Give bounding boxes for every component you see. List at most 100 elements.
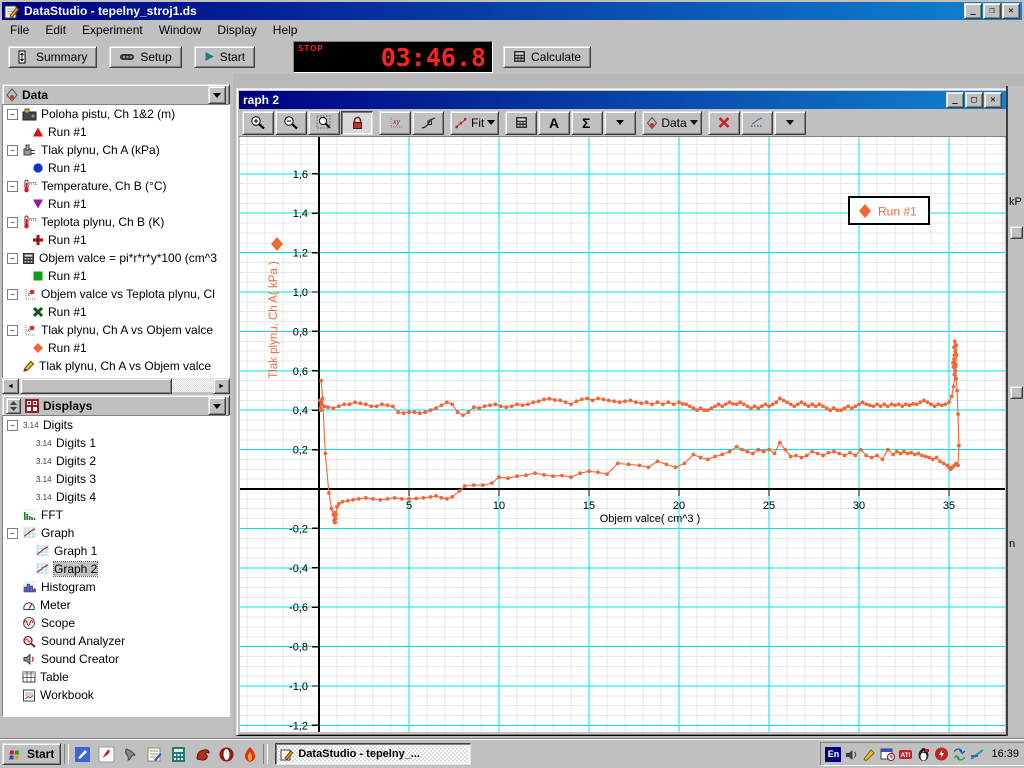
graph-settings-tool-button[interactable] <box>740 110 773 135</box>
graph2-titlebar[interactable]: raph 2 _ □ ✕ <box>239 91 1006 109</box>
background-window-button2[interactable] <box>1010 386 1023 399</box>
task-button-datastudio[interactable]: DataStudio - tepelny_... <box>275 743 472 765</box>
quicklaunch-acrobat-icon[interactable] <box>96 744 116 764</box>
display-item-fft[interactable]: FFT <box>3 506 229 524</box>
delete-tool-button[interactable] <box>707 110 740 135</box>
tray-ati-icon[interactable]: ATI <box>897 747 913 762</box>
expand-toggle[interactable]: − <box>7 216 18 228</box>
display-item-table[interactable]: Table <box>3 668 229 686</box>
quicklaunch-dragon-icon[interactable] <box>192 744 212 764</box>
data-tree-scrollbar[interactable]: ◄ ► <box>2 378 230 394</box>
display-item-sound-creator[interactable]: Sound Creator <box>3 650 229 668</box>
zoom-in-tool-button[interactable] <box>242 110 274 135</box>
background-window-sliver[interactable]: kP n <box>1006 86 1024 736</box>
calculate-button[interactable]: Calculate <box>503 45 592 68</box>
pv-diagram-plot[interactable]: 1,6 1,4 1,2 1,0 0,8 0,6 0,4 0,2 -0,2 -0,4 -0,6 -0,8… <box>240 137 1005 732</box>
expand-toggle[interactable]: − <box>7 419 18 431</box>
tray-brush-icon[interactable] <box>861 747 877 762</box>
zoom-out-tool-button[interactable] <box>275 110 307 135</box>
scroll-track[interactable] <box>172 378 213 392</box>
display-item-digits-2[interactable]: 3.14 Digits 2 <box>3 452 229 470</box>
graph-maximize-button[interactable]: □ <box>965 92 983 108</box>
data-item-tlak-plynu-ch-a-kpa[interactable]: − Tlak plynu, Ch A (kPa) <box>3 141 229 159</box>
quicklaunch-flame-icon[interactable] <box>240 744 260 764</box>
expand-toggle[interactable]: − <box>7 144 18 156</box>
run-item-teplota-plynu-ch-b-k[interactable]: Run #1 <box>3 231 229 249</box>
graph-close-button[interactable]: ✕ <box>984 92 1002 108</box>
tray-connection-icon[interactable] <box>969 747 985 762</box>
graph-plot-area[interactable]: 1,6 1,4 1,2 1,0 0,8 0,6 0,4 0,2 -0,2 -0,4 -0,6 -0,8… <box>240 137 1005 732</box>
displays-panel-dropdown[interactable] <box>208 397 226 415</box>
run-item-tlak-plynu-ch-a-kpa[interactable]: Run #1 <box>3 159 229 177</box>
scroll-left-button[interactable]: ◄ <box>2 378 19 394</box>
run-item-tlak-plynu-ch-a-vs-objem-valce[interactable]: Run #1 <box>3 339 229 357</box>
display-item-histogram[interactable]: Histogram <box>3 578 229 596</box>
start-menu-button[interactable]: Start <box>2 743 62 765</box>
data-item-objem-valce-vs-teplota-plynu-cl[interactable]: − x Objem valce vs Teplota plynu, Cl <box>3 285 229 303</box>
zoom-select-tool-button[interactable] <box>308 110 340 135</box>
display-item-digits-3[interactable]: 3.14 Digits 3 <box>3 470 229 488</box>
data-item-tlak-plynu-ch-a-vs-objem-valce[interactable]: Tlak plynu, Ch A vs Objem valce <box>3 357 229 375</box>
tray-sync-icon[interactable] <box>951 747 967 762</box>
quicklaunch-claw-icon[interactable] <box>120 744 140 764</box>
graph-minimize-button[interactable]: _ <box>946 92 964 108</box>
tray-flash-icon[interactable] <box>933 747 949 762</box>
quicklaunch-notes-icon[interactable] <box>144 744 164 764</box>
shade-toggle-icon[interactable] <box>6 398 21 414</box>
drop-tool-button[interactable] <box>604 110 637 135</box>
quicklaunch-pocket-calc-icon[interactable] <box>168 744 188 764</box>
menu-display[interactable]: Display <box>217 22 257 37</box>
menu-edit[interactable]: Edit <box>45 22 67 37</box>
start-button[interactable]: Start <box>193 45 256 68</box>
data-item-tlak-plynu-ch-a-vs-objem-valce[interactable]: − x Tlak plynu, Ch A vs Objem valce <box>3 321 229 339</box>
expand-toggle[interactable]: − <box>7 324 18 336</box>
data-item-poloha-pistu-ch-1-2-m[interactable]: − Poloha pistu, Ch 1&2 (m) <box>3 105 229 123</box>
minimize-button[interactable]: _ <box>964 3 982 19</box>
menu-help[interactable]: Help <box>272 22 298 37</box>
display-item-sound-analyzer[interactable]: Sound Analyzer <box>3 632 229 650</box>
drop-tool-button[interactable] <box>773 110 806 135</box>
display-item-meter[interactable]: Meter <box>3 596 229 614</box>
background-window-button[interactable] <box>1010 226 1023 239</box>
expand-toggle[interactable]: − <box>7 180 18 192</box>
display-item-digits[interactable]: −3.14 Digits <box>3 416 229 434</box>
display-item-graph-1[interactable]: Graph 1 <box>3 542 229 560</box>
display-item-digits-1[interactable]: 3.14 Digits 1 <box>3 434 229 452</box>
display-item-digits-4[interactable]: 3.14 Digits 4 <box>3 488 229 506</box>
scroll-thumb[interactable] <box>20 378 172 394</box>
data-item-objem-valce-pi-r-r-y-100-cm-3[interactable]: − Objem valce = pi*r*r*y*100 (cm^3 <box>3 249 229 267</box>
summary-button[interactable]: Summary <box>8 45 98 68</box>
menu-experiment[interactable]: Experiment <box>82 22 143 37</box>
tray-penguin-icon[interactable] <box>915 747 931 762</box>
run-item-poloha-pistu-ch-1-2-m[interactable]: Run #1 <box>3 123 229 141</box>
smart-tool-tool-button[interactable] <box>412 110 444 135</box>
expand-toggle[interactable]: − <box>7 108 18 120</box>
display-item-scope[interactable]: Scope <box>3 614 229 632</box>
run-item-temperature-ch-b-c[interactable]: Run #1 <box>3 195 229 213</box>
restore-button[interactable]: ❐ <box>983 3 1001 19</box>
sigma-tool-button[interactable]: Σ <box>571 110 604 135</box>
data-item-teplota-plynu-ch-b-k[interactable]: − RTD Teplota plynu, Ch B (K) <box>3 213 229 231</box>
quicklaunch-edit-icon[interactable] <box>72 744 92 764</box>
language-indicator[interactable]: En <box>825 746 842 762</box>
expand-toggle[interactable]: − <box>7 252 18 264</box>
data-item-temperature-ch-b-c[interactable]: − RTD Temperature, Ch B (°C) <box>3 177 229 195</box>
align-xy-tool-button[interactable]: xy <box>379 110 411 135</box>
close-button[interactable]: ✕ <box>1002 3 1020 19</box>
text-tool-button[interactable]: A <box>538 110 571 135</box>
tray-scheduler-icon[interactable] <box>879 747 895 762</box>
display-item-workbook[interactable]: Workbook <box>3 686 229 704</box>
lock-tool-button[interactable] <box>341 110 373 135</box>
tray-volume-icon[interactable] <box>843 747 859 762</box>
fit-tool-button[interactable]: Fit <box>450 110 500 135</box>
display-item-graph-2[interactable]: Graph 2 <box>3 560 229 578</box>
run-item-objem-valce-pi-r-r-y-100-cm-3[interactable]: Run #1 <box>3 267 229 285</box>
quicklaunch-opera-icon[interactable] <box>216 744 236 764</box>
menu-file[interactable]: File <box>10 22 30 37</box>
data-panel-dropdown[interactable] <box>208 86 226 104</box>
display-item-graph[interactable]: − Graph <box>3 524 229 542</box>
scroll-right-button[interactable]: ► <box>213 378 230 394</box>
menu-window[interactable]: Window <box>158 22 202 37</box>
run-item-objem-valce-vs-teplota-plynu-cl[interactable]: Run #1 <box>3 303 229 321</box>
calculator-tool-button[interactable] <box>505 110 538 135</box>
